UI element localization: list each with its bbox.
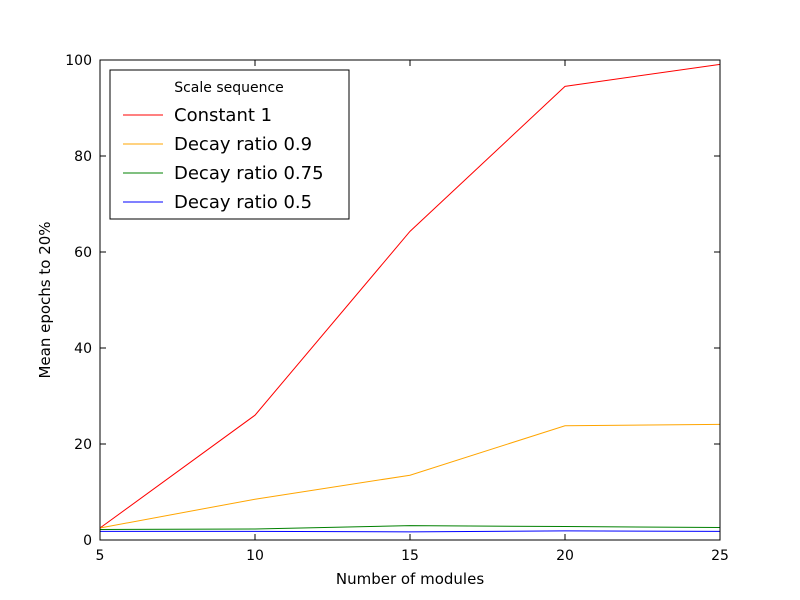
x-tick-label: 20 (556, 548, 574, 564)
y-tick-label: 100 (65, 53, 92, 69)
x-tick-label: 15 (401, 548, 419, 564)
x-tick-label: 25 (711, 548, 729, 564)
legend-title: Scale sequence (174, 80, 284, 96)
series-line-4 (100, 530, 721, 533)
x-tick-label: 5 (96, 548, 105, 564)
y-axis-label: Mean epochs to 20% (36, 221, 54, 378)
y-tick-label: 80 (74, 149, 92, 165)
x-axis-label: Number of modules (336, 570, 484, 588)
legend-label-2: Decay ratio 0.9 (174, 134, 312, 155)
y-tick-label: 40 (74, 341, 92, 357)
legend-label-1: Constant 1 (174, 105, 272, 126)
legend-label-4: Decay ratio 0.5 (174, 192, 312, 213)
y-tick-label: 60 (74, 245, 92, 261)
x-tick-label: 10 (246, 548, 264, 564)
y-tick-label: 20 (74, 437, 92, 453)
y-tick-label: 0 (83, 533, 92, 549)
legend-label-3: Decay ratio 0.75 (174, 163, 324, 184)
legend-entries: Constant 1 Decay ratio 0.9 Decay ratio 0.7… (123, 105, 324, 213)
series-line-1 (99, 63, 721, 529)
legend: Scale sequence Constant 1 Decay ratio 0.9… (109, 69, 350, 220)
ticks-layer: 5 10 15 20 25 0 20 40 60 80 100 (65, 53, 729, 564)
series-layer (99, 63, 721, 533)
series-line-3 (99, 525, 721, 530)
series-line-2 (99, 423, 721, 529)
